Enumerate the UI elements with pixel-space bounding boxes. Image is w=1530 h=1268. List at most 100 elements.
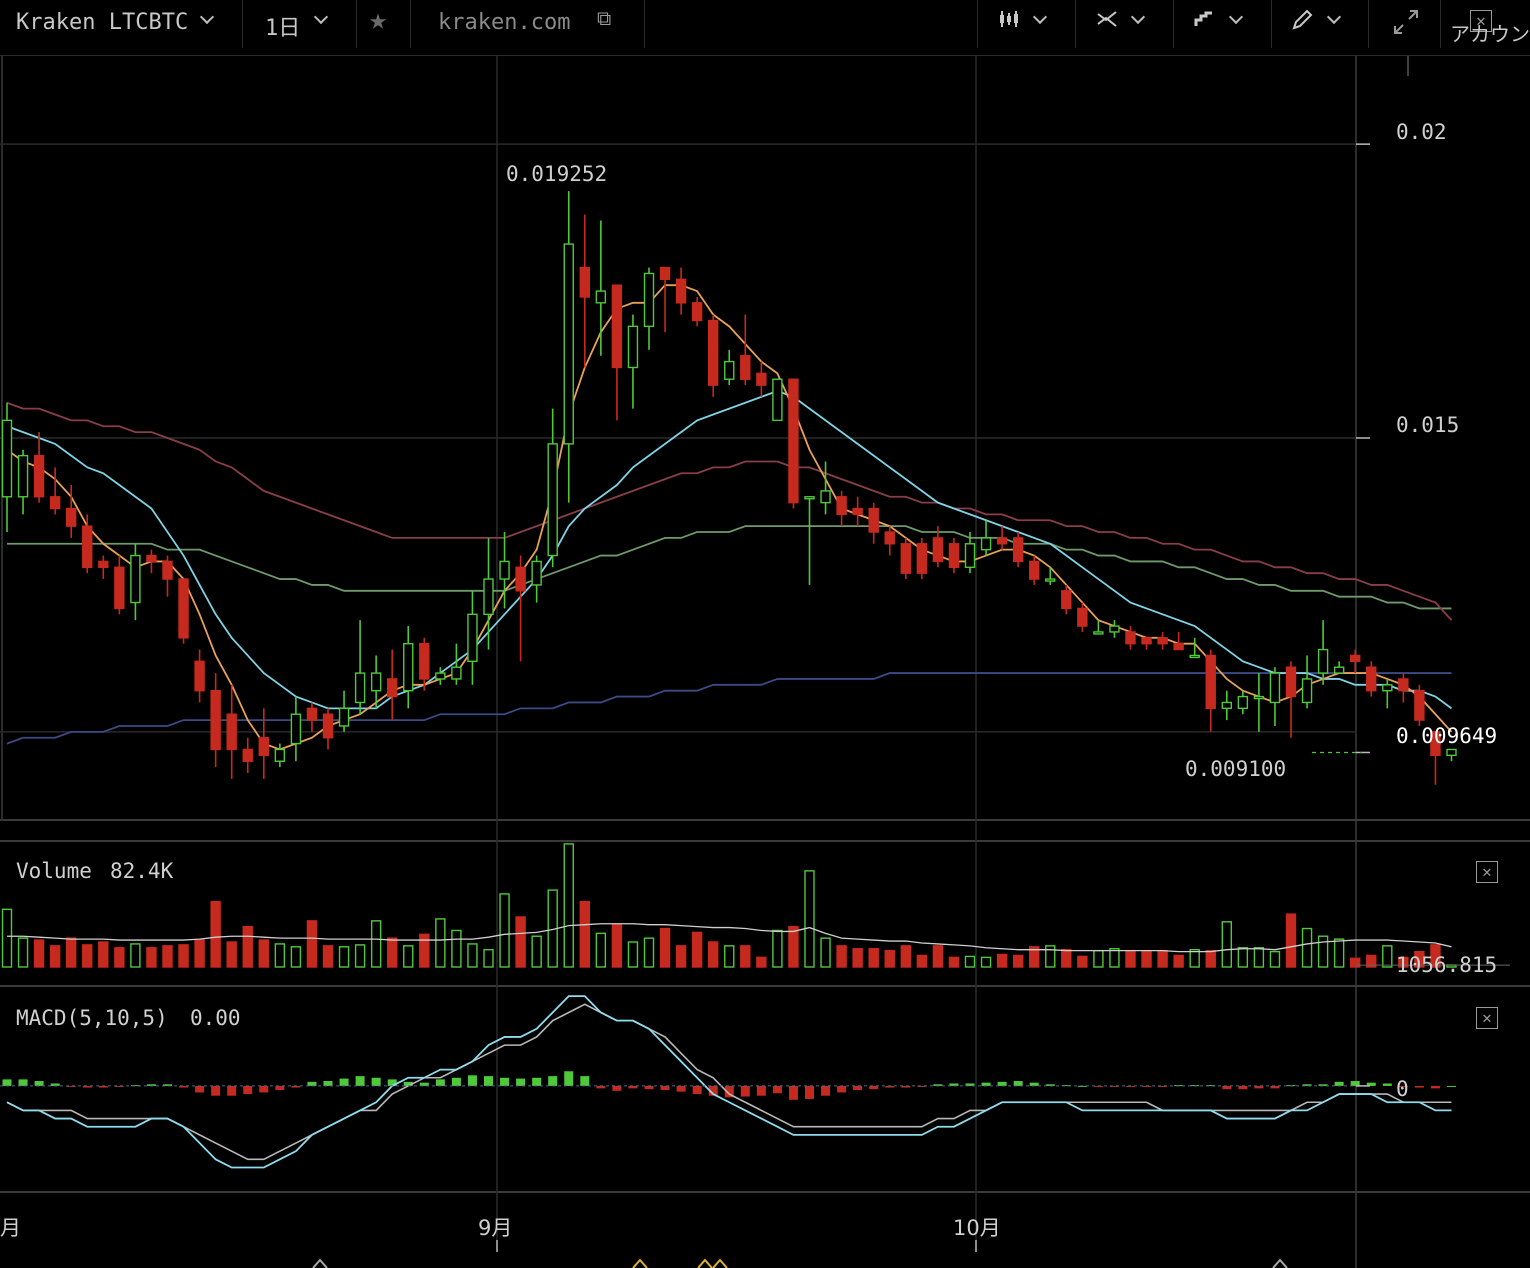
indicators-icon[interactable] [1096, 8, 1118, 36]
candle-body [1028, 560, 1040, 580]
candle-body [675, 278, 687, 304]
macd-histogram-bar [1318, 1084, 1328, 1086]
macd-histogram-bar [788, 1085, 798, 1100]
macd-histogram-bar [1206, 1085, 1216, 1087]
volume-bar [804, 870, 815, 968]
compare-icon[interactable] [1194, 8, 1216, 36]
candle-body [1093, 631, 1104, 635]
candle-body [33, 454, 45, 498]
macd-histogram-bar [1302, 1084, 1312, 1086]
pencil-icon[interactable] [1290, 8, 1314, 38]
candle-body [1317, 648, 1329, 674]
volume-bar [1349, 957, 1361, 968]
volume-bar [370, 920, 382, 968]
volume-bar [178, 944, 189, 968]
macd-histogram-bar [195, 1085, 205, 1093]
macd-histogram-bar [548, 1076, 558, 1086]
macd-histogram-bar [756, 1085, 766, 1096]
macd-histogram-bar [1430, 1085, 1440, 1089]
interval-selector[interactable]: 1日 [265, 16, 301, 41]
high-price-label: 0.019252 [506, 162, 608, 186]
candle-body [1237, 695, 1249, 710]
macd-histogram-bar [917, 1085, 927, 1087]
candle-body [1414, 690, 1425, 721]
volume-bar [1253, 947, 1265, 968]
candle-body [65, 507, 77, 527]
volume-bar [1221, 921, 1233, 968]
macd-histogram-bar [179, 1085, 189, 1088]
macd-histogram-bar [1414, 1085, 1424, 1088]
volume-bar [1173, 954, 1184, 968]
macd-histogram-bar [2, 1079, 12, 1086]
volume-bar [1205, 949, 1216, 968]
macd-histogram-bar [564, 1071, 574, 1086]
candlesticks [1, 191, 1457, 785]
macd-histogram-bar [275, 1085, 285, 1090]
toolbar-divider [644, 0, 645, 48]
volume-bar [1061, 948, 1072, 968]
candle-body [210, 690, 221, 751]
source-link[interactable]: kraken.com [438, 10, 571, 35]
volume-bar [659, 927, 671, 968]
macd-histogram-bar [484, 1076, 493, 1086]
macd-histogram-bar [1238, 1085, 1248, 1090]
macd-histogram-bar [98, 1085, 108, 1088]
macd-histogram-bar [66, 1085, 76, 1087]
close-volume-icon[interactable]: ✕ [1476, 861, 1498, 883]
candle-body [627, 325, 639, 369]
close-icon[interactable]: ✕ [1470, 10, 1492, 32]
ma-blue-line [6, 672, 1452, 745]
macd-histogram-bar [997, 1081, 1007, 1086]
candle-style-icon[interactable] [998, 8, 1020, 36]
macd-histogram-bar [724, 1085, 734, 1098]
volume-bar [868, 948, 879, 968]
volume-bar [836, 945, 847, 968]
volume-bar [451, 929, 462, 968]
macd-histogram-bar [981, 1082, 991, 1086]
volume-bar [611, 923, 623, 968]
event-marker-icon [1272, 1258, 1288, 1268]
candle-body [820, 490, 831, 504]
volume-axis-label: 1056.815 [1396, 953, 1498, 977]
volume-bar [772, 929, 783, 968]
macd-histogram-bar [1382, 1083, 1392, 1086]
volume-bar [114, 947, 125, 968]
volume-bar [932, 945, 944, 968]
volume-bar [98, 941, 109, 968]
time-axis-label: 10月 [953, 1216, 1001, 1240]
candle-body [1398, 678, 1409, 692]
candle-body [387, 678, 398, 698]
symbol-selector[interactable]: Kraken LTCBTC [16, 10, 189, 35]
candle-body [1382, 684, 1393, 692]
macd-histogram-bar [243, 1085, 253, 1095]
time-axis-label: 9月 [478, 1216, 513, 1240]
macd-histogram-bar [676, 1085, 686, 1092]
candle-body [515, 566, 526, 592]
candle-body [1061, 590, 1072, 610]
copy-icon[interactable]: ⧉ [597, 6, 612, 30]
time-axis-label: 月 [0, 1216, 21, 1240]
candle-body [178, 578, 189, 639]
volume-bar [338, 946, 350, 968]
candle-body [242, 748, 253, 762]
candle-body [1333, 666, 1345, 674]
macd-histogram-bar [1254, 1085, 1264, 1089]
fullscreen-icon[interactable] [1392, 8, 1420, 42]
candle-body [130, 554, 141, 604]
macd-histogram-bar [965, 1083, 975, 1086]
account-menu[interactable]: アカウン [1450, 22, 1530, 46]
candle-body [1077, 607, 1088, 627]
candle-body [1, 419, 13, 498]
candle-body [980, 537, 992, 551]
macd-histogram-bar [130, 1085, 140, 1087]
volume-bar [162, 945, 173, 968]
volume-bar [322, 945, 334, 968]
close-macd-icon[interactable]: ✕ [1476, 1007, 1498, 1029]
candle-body [948, 543, 960, 568]
volume-bar [675, 945, 687, 968]
candle-body [788, 378, 799, 504]
star-icon[interactable]: ★ [369, 2, 388, 37]
candle-body [852, 507, 863, 516]
volume-bar [1189, 948, 1200, 968]
